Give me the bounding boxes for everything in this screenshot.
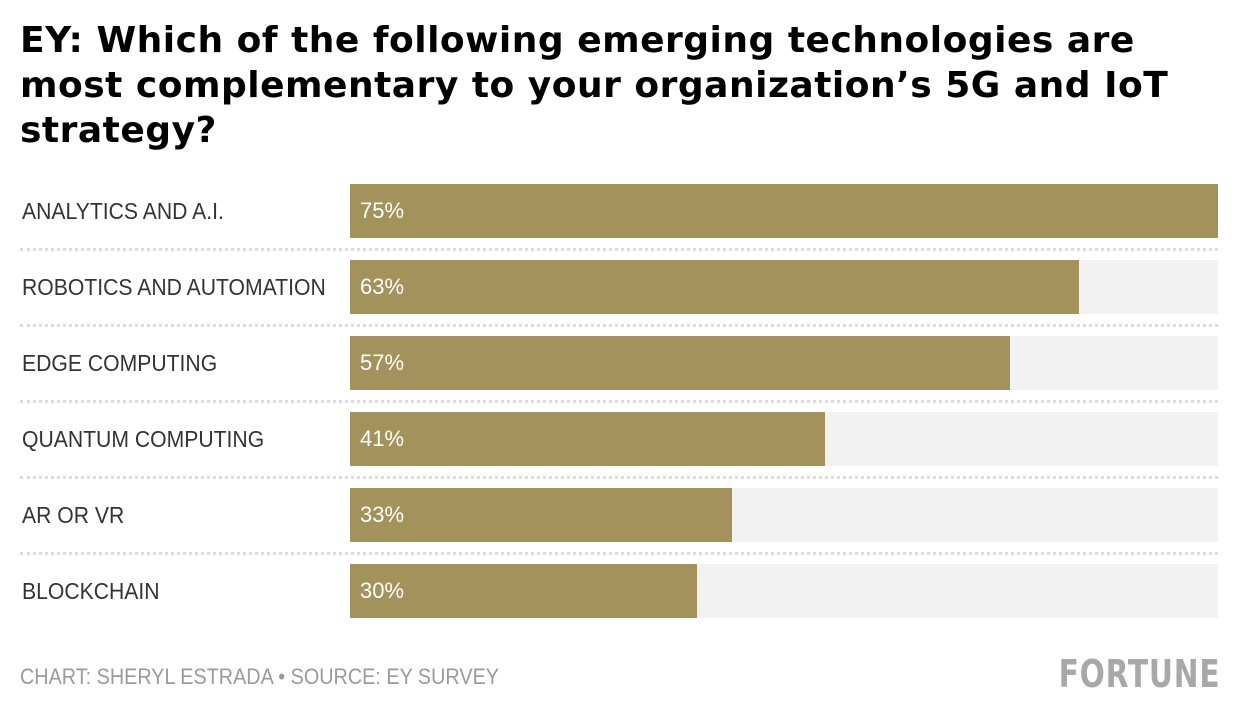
value-label: 33% — [360, 502, 405, 527]
category-label: ROBOTICS AND AUTOMATION — [22, 274, 326, 300]
bar-track: 57% — [350, 336, 1218, 390]
bar-track: 41% — [350, 412, 1218, 466]
row-separator — [20, 248, 1218, 251]
bar: 57% — [350, 336, 1010, 390]
bar-track: 33% — [350, 488, 1218, 542]
value-label: 75% — [360, 198, 405, 223]
bar-row: QUANTUM COMPUTING 41% — [20, 412, 1218, 466]
bar-row: BLOCKCHAIN 30% — [20, 564, 1218, 618]
fortune-logo: FORTUNE — [1058, 652, 1220, 696]
category-label: BLOCKCHAIN — [22, 578, 160, 604]
category-label: EDGE COMPUTING — [22, 350, 218, 376]
value-label: 30% — [360, 578, 405, 603]
category-label: ANALYTICS AND A.I. — [22, 198, 224, 224]
bar: 33% — [350, 488, 732, 542]
row-separator — [20, 324, 1218, 327]
bar-row: AR OR VR 33% — [20, 488, 1218, 542]
bar-track: 63% — [350, 260, 1218, 314]
bar: 30% — [350, 564, 698, 618]
category-label: QUANTUM COMPUTING — [22, 426, 265, 452]
bar: 75% — [350, 184, 1218, 238]
row-separator — [20, 476, 1218, 479]
bar-row: ROBOTICS AND AUTOMATION 63% — [20, 260, 1218, 314]
row-separator — [20, 400, 1218, 403]
value-label: 57% — [360, 350, 405, 375]
value-label: 63% — [360, 274, 405, 299]
chart-title: EY: Which of the following emerging tech… — [20, 20, 1169, 151]
bar: 63% — [350, 260, 1080, 314]
row-separator — [20, 552, 1218, 555]
bar-track: 30% — [350, 564, 1218, 618]
bar: 41% — [350, 412, 825, 466]
chart-credit: CHART: SHERYL ESTRADA • SOURCE: EY SURVE… — [20, 664, 499, 689]
bar-track: 75% — [350, 184, 1218, 238]
value-label: 41% — [360, 426, 405, 451]
bar-row: EDGE COMPUTING 57% — [20, 336, 1218, 390]
category-label: AR OR VR — [22, 502, 125, 528]
bar-row: ANALYTICS AND A.I. 75% — [20, 184, 1218, 238]
